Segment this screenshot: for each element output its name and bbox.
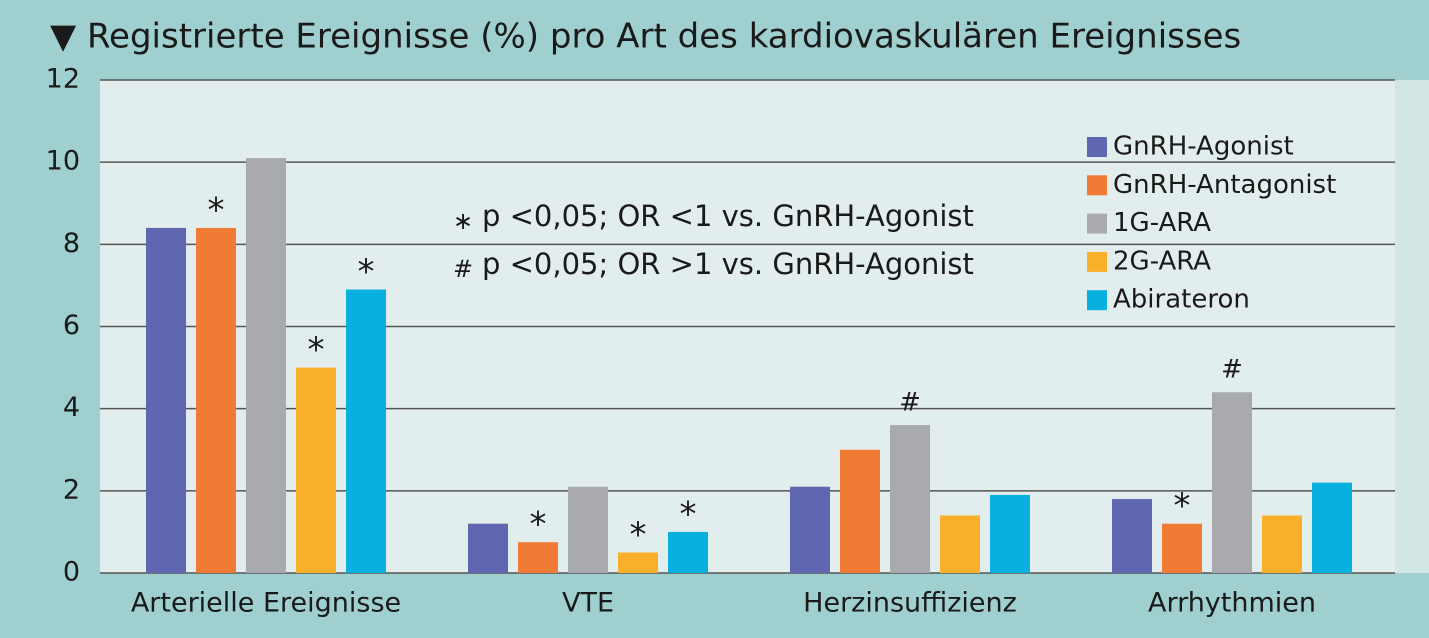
y-tick-label: 8 [63, 228, 80, 259]
legend-label: GnRH-Agonist [1113, 132, 1294, 162]
y-tick-label: 10 [46, 146, 80, 177]
legend-swatch [1087, 175, 1107, 196]
significance-marker: * [1174, 486, 1191, 526]
bar [790, 486, 830, 573]
bar [1112, 499, 1152, 573]
legend-swatch [1087, 251, 1107, 272]
significance-marker: # [1221, 355, 1243, 385]
plot-edge [1395, 80, 1429, 573]
significance-marker: * [358, 252, 375, 292]
bar [196, 227, 236, 573]
legend-label: 2G-ARA [1113, 246, 1211, 276]
significance-marker: # [899, 388, 921, 418]
y-tick-label: 12 [46, 64, 80, 95]
significance-marker: * [680, 494, 697, 534]
bar [518, 542, 558, 573]
x-tick-label: Arterielle Ereignisse [131, 588, 401, 619]
significance-marker: * [630, 515, 647, 555]
bar [890, 425, 930, 573]
legend-swatch [1087, 213, 1107, 234]
bar [568, 486, 608, 573]
bar [1162, 523, 1202, 573]
y-tick-label: 4 [63, 392, 80, 423]
y-tick-label: 2 [63, 474, 80, 505]
x-tick-label: Arrhythmien [1148, 588, 1316, 619]
legend-swatch [1087, 290, 1107, 311]
bar [246, 158, 286, 573]
note-text: p <0,05; OR >1 vs. GnRH-Agonist [482, 247, 974, 281]
significance-marker: * [308, 330, 325, 370]
bar [1262, 515, 1302, 573]
bar [840, 449, 880, 573]
y-tick-label: 0 [63, 557, 80, 588]
legend-label: GnRH-Antagonist [1113, 170, 1336, 200]
note-symbol: ∗ [453, 207, 473, 235]
bar [1312, 482, 1352, 573]
y-tick-label: 6 [63, 310, 80, 341]
bar [468, 523, 508, 573]
bar [146, 227, 186, 573]
legend-swatch [1087, 137, 1107, 157]
bar [668, 531, 708, 573]
note-text: p <0,05; OR <1 vs. GnRH-Agonist [482, 199, 974, 233]
bar [296, 367, 336, 573]
x-tick-label: VTE [562, 588, 614, 619]
chart-title: ▼ Registrierte Ereignisse (%) pro Art de… [50, 17, 1241, 57]
significance-marker: * [208, 190, 225, 230]
significance-marker: * [530, 505, 547, 545]
x-tick-label: Herzinsuffizienz [803, 588, 1017, 619]
bar [346, 289, 386, 573]
bar [618, 552, 658, 573]
bar [940, 515, 980, 573]
legend-label: Abirateron [1113, 285, 1250, 315]
bar [1212, 392, 1252, 573]
legend-label: 1G-ARA [1113, 208, 1211, 238]
bar [990, 494, 1030, 573]
note-symbol: # [453, 255, 473, 283]
